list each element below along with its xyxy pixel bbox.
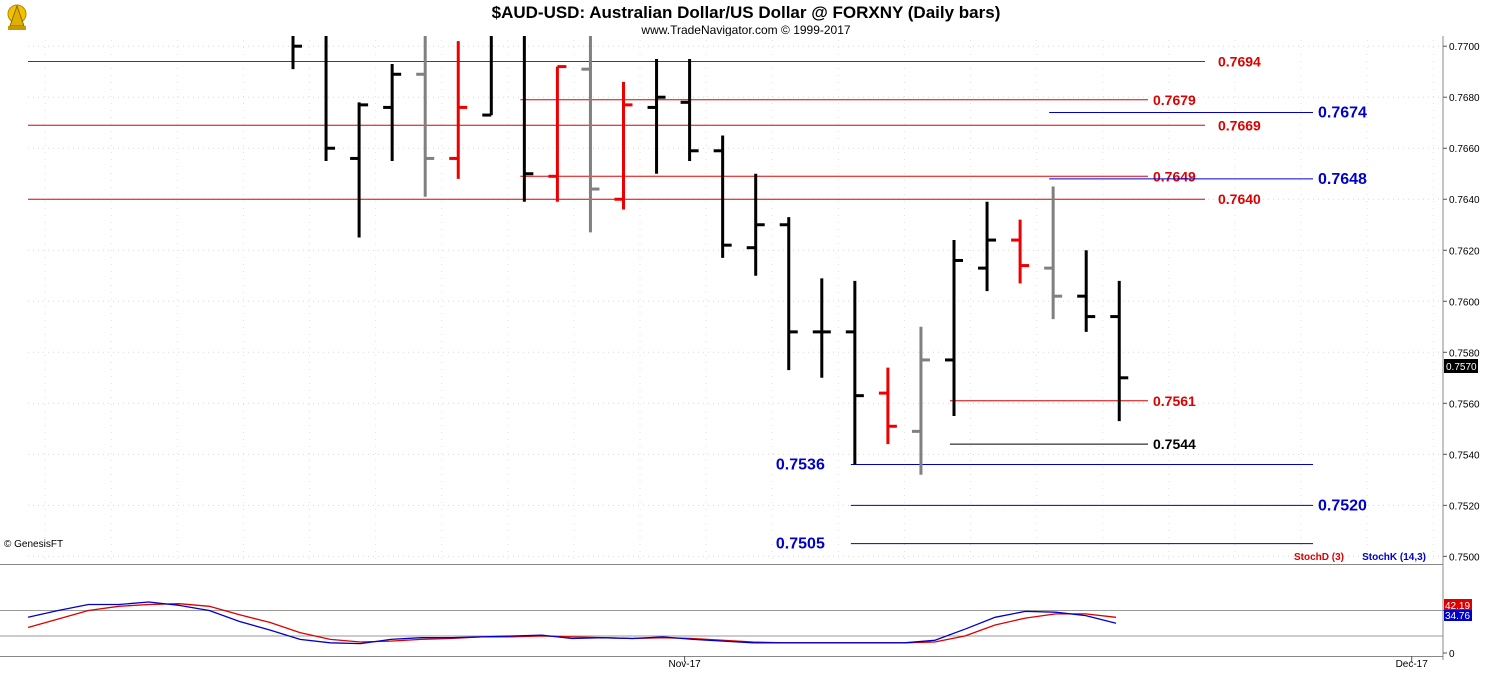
stochastic-panel: 500: [0, 601, 1461, 660]
chart-title: $AUD-USD: Australian Dollar/US Dollar @ …: [492, 3, 1001, 22]
ohlc-bar: [614, 81, 633, 210]
ohlc-bar: [779, 217, 798, 371]
level-label: 0.7536: [776, 457, 825, 474]
level-label: 0.7649: [1153, 168, 1196, 184]
ohlc-bar: [1044, 186, 1063, 320]
level-label: 0.7679: [1153, 92, 1196, 108]
stoch-tick-label: 0: [1449, 649, 1455, 660]
level-label: 0.7520: [1318, 497, 1367, 514]
chart-subtitle: www.TradeNavigator.com © 1999-2017: [640, 23, 850, 37]
stochd-label: StochD (3): [1294, 552, 1344, 563]
y-tick-label: 0.7640: [1449, 195, 1480, 206]
price-axis: 0.7700 0.7680 0.7660 0.7640 0.7620 0.7600 0.75…: [1443, 42, 1480, 563]
ohlc-bar: [845, 280, 864, 465]
watermark: © GenesisFT: [4, 539, 63, 550]
ohlc-bar: [548, 65, 567, 202]
level-label: 0.7674: [1318, 105, 1367, 122]
ohlc-bar: [878, 367, 897, 445]
stochk-value-marker: [1444, 610, 1472, 621]
grid: [28, 40, 1443, 564]
level-label: 0.7544: [1153, 436, 1196, 452]
ohlc-bar: [383, 64, 402, 161]
ohlc-bar: [713, 135, 732, 258]
level-label: 0.7505: [776, 536, 825, 553]
y-tick-label: 0.7600: [1449, 297, 1480, 308]
stochk-label: StochK (14,3): [1362, 552, 1426, 563]
ohlc-bar: [291, 36, 302, 70]
time-axis: Nov-17 Dec-17: [668, 656, 1428, 670]
ohlc-bar: [978, 201, 997, 292]
stochk-value: 34.76: [1445, 611, 1470, 622]
stochd-value-marker: [1444, 599, 1472, 611]
ohlc-bar: [522, 36, 534, 202]
y-tick-label: 0.7580: [1449, 348, 1480, 359]
ohlc-bar: [581, 36, 600, 233]
ohlc-bar: [911, 326, 930, 475]
ohlc-bar: [324, 36, 336, 161]
stochk-line: [27, 601, 1117, 645]
level-label: 0.7640: [1218, 191, 1261, 207]
ohlc-bar: [1110, 280, 1129, 422]
ohlc-bar: [746, 173, 765, 276]
ohlc-bar: [945, 240, 963, 417]
stochd-line: [27, 603, 1117, 644]
stochd-value: 42.19: [1445, 601, 1470, 612]
ohlc-bar: [647, 58, 666, 174]
level-label: 0.7648: [1318, 171, 1367, 188]
ohlc-bar: [1077, 250, 1096, 332]
last-price-marker: [1444, 359, 1478, 373]
ohlc-bar: [482, 36, 493, 117]
ohlc-bar: [680, 58, 699, 161]
x-tick-label: Nov-17: [668, 659, 701, 670]
level-label: 0.7561: [1153, 393, 1196, 409]
ohlc-bar: [449, 41, 468, 179]
y-tick-label: 0.7560: [1449, 399, 1480, 410]
y-tick-label: 0.7520: [1449, 501, 1480, 512]
level-label: 0.7694: [1218, 54, 1261, 70]
y-tick-label: 0.7620: [1449, 246, 1480, 257]
ohlc-bar: [1011, 219, 1030, 284]
price-panel: [0, 36, 1443, 564]
logo-icon: [7, 4, 27, 30]
y-tick-label: 0.7660: [1449, 144, 1480, 155]
y-tick-label: 0.7500: [1449, 552, 1480, 563]
y-tick-label: 0.7680: [1449, 93, 1480, 104]
ohlc-bar: [416, 36, 435, 197]
x-tick-label: Dec-17: [1396, 659, 1429, 670]
level-label: 0.7669: [1218, 117, 1261, 133]
last-price-label: 0.7570: [1446, 362, 1477, 373]
y-tick-label: 0.7540: [1449, 450, 1480, 461]
ohlc-bar: [812, 278, 831, 378]
price-bars: [291, 36, 1129, 475]
ohlc-bar: [350, 102, 369, 238]
y-tick-label: 0.7700: [1449, 42, 1480, 53]
